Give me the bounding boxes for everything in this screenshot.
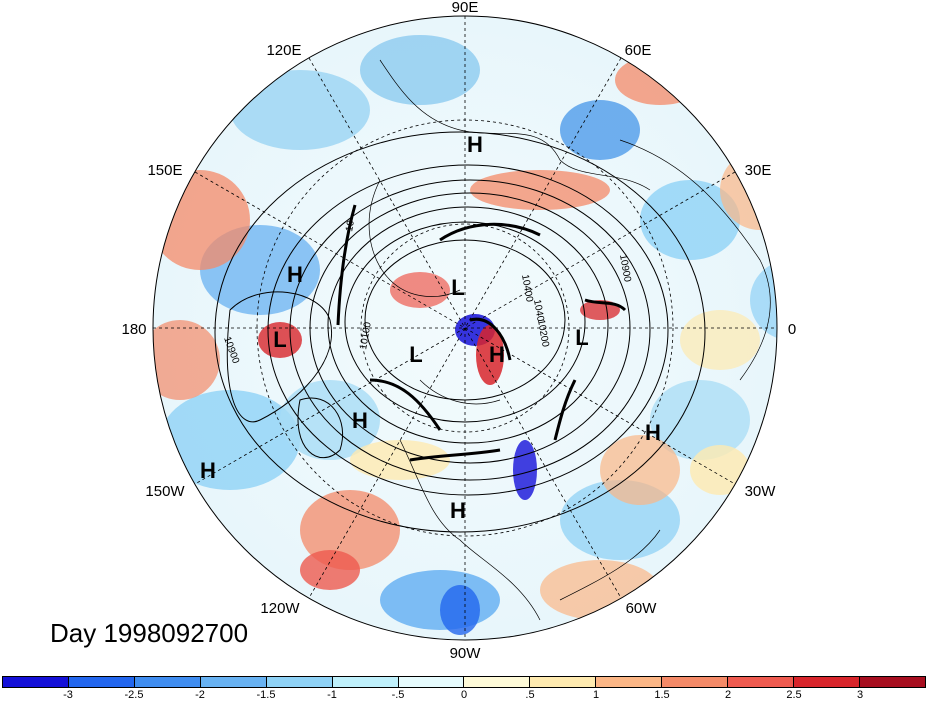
- low-center-label: L: [575, 325, 588, 350]
- coastlines: [368, 59, 771, 621]
- contour-label: 10: [344, 219, 357, 232]
- contour-label: 10400: [519, 274, 535, 304]
- colorbar-segment: [68, 677, 135, 687]
- colorbar-tick-label: 2: [724, 689, 732, 701]
- low-center-label: L: [451, 275, 464, 300]
- contour-label: 10100: [358, 321, 374, 351]
- lon-label-120e: 120E: [266, 42, 301, 59]
- colorbar-tick-labels: -3 -2.5 -2 -1.5 -1 -.5 0 .5 1 1.5 2 2.5 3: [2, 689, 926, 702]
- high-center-label: H: [489, 342, 505, 367]
- colorbar-segment: [332, 677, 399, 687]
- high-center-label: H: [645, 420, 661, 445]
- lon-label-150w: 150W: [145, 483, 185, 500]
- colorbar-segment: [596, 677, 663, 687]
- high-center-label: H: [467, 132, 483, 157]
- lon-label-180: 180: [121, 321, 146, 338]
- day-title: Day 1998092700: [50, 618, 249, 648]
- lon-label-120w: 120W: [260, 600, 300, 617]
- low-center-label: L: [409, 342, 422, 367]
- high-center-label: H: [450, 498, 466, 523]
- colorbar-tick-label: -3: [63, 689, 73, 701]
- colorbar-segment: [134, 677, 201, 687]
- lon-label-0: 0: [788, 321, 796, 338]
- lon-label-60w: 60W: [626, 600, 658, 617]
- colorbar-tick-label: 3: [856, 689, 864, 701]
- lon-label-30e: 30E: [745, 162, 772, 179]
- contour-label: 1040: [531, 299, 546, 323]
- high-center-label: H: [352, 408, 368, 433]
- colorbar-segment: [3, 677, 69, 687]
- colorbar-segment: [728, 677, 795, 687]
- lon-label-90w: 90W: [450, 645, 482, 662]
- map-boundary: [152, 15, 778, 641]
- colorbar-segment: [794, 677, 860, 687]
- longitude-labels: 90E 60E 30E 0 30W 60W 90W 120W 150W 180 …: [121, 0, 796, 662]
- colorbar-segment: [859, 677, 925, 687]
- colorbar-tick-label: -2.5: [124, 689, 144, 701]
- colorbar-segment: [398, 677, 465, 687]
- colorbar-segment: [200, 677, 267, 687]
- colorbar-tick-label: 0: [460, 689, 468, 701]
- colorbar-segment: [266, 677, 333, 687]
- lon-label-90e: 90E: [452, 0, 479, 16]
- low-center-label: L: [273, 327, 286, 352]
- colorbar-tick-label: 1: [592, 689, 600, 701]
- colorbar-tick-label: -2: [195, 689, 205, 701]
- colorbar-tick-label: -.5: [391, 689, 405, 701]
- colorbar-tick-label: -1.5: [256, 689, 276, 701]
- high-center-label: H: [200, 458, 216, 483]
- lon-label-60e: 60E: [625, 42, 652, 59]
- graticule: [153, 16, 777, 640]
- contour-label: 10900: [617, 254, 633, 284]
- colorbar-segment: [530, 677, 597, 687]
- lon-label-150e: 150E: [147, 162, 182, 179]
- high-center-label: H: [287, 262, 303, 287]
- lon-label-30w: 30W: [745, 483, 777, 500]
- colorbar-tick-label: -1: [327, 689, 337, 701]
- colorbar-tick-label: 2.5: [786, 689, 802, 701]
- colorbar-segment: [662, 677, 729, 687]
- contour-label: 10200: [535, 319, 551, 349]
- polar-map: 90E 60E 30E 0 30W 60W 90W 120W 150W 180 …: [121, 0, 796, 662]
- jet-contours: [336, 204, 627, 462]
- colorbar-tick-label: .5: [525, 689, 535, 701]
- colorbar: [2, 676, 926, 688]
- colorbar-segment: [464, 677, 531, 687]
- colorbar-tick-label: 1.5: [654, 689, 670, 701]
- pressure-centers: H H L L L H L H H H H: [200, 132, 661, 523]
